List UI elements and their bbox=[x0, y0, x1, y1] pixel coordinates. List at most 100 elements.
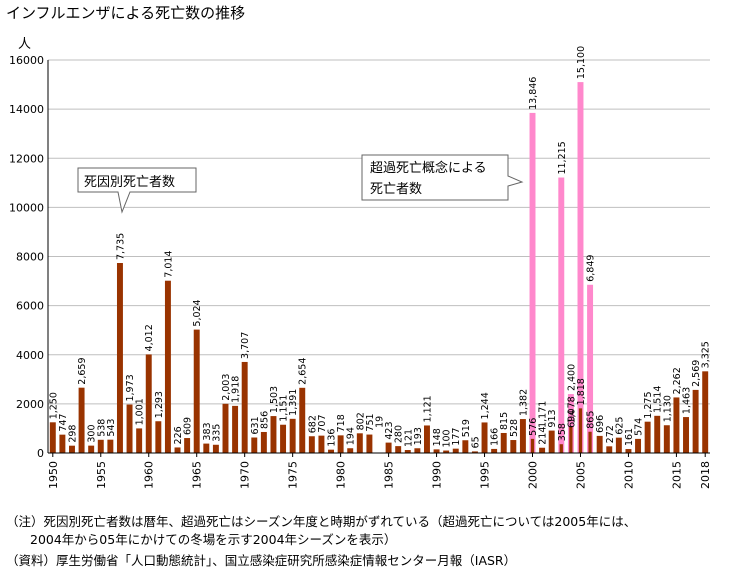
data-label: 194 bbox=[346, 427, 357, 445]
data-label: 161 bbox=[624, 428, 635, 446]
data-label: 1,918 bbox=[231, 376, 242, 403]
excess-bar bbox=[558, 177, 565, 453]
callout-excess-line2: 死亡者数 bbox=[370, 182, 422, 197]
y-tick-label: 16000 bbox=[9, 54, 44, 67]
cause-bar bbox=[193, 329, 200, 453]
cause-bar bbox=[347, 448, 354, 453]
data-label: 2,569 bbox=[691, 360, 702, 387]
data-label: 631 bbox=[250, 416, 261, 434]
cause-bar bbox=[491, 448, 498, 453]
data-label: 358 bbox=[557, 423, 568, 441]
cause-bar bbox=[155, 421, 162, 453]
x-tick-label: 1950 bbox=[47, 461, 60, 489]
cause-bar bbox=[569, 426, 573, 453]
cause-bar bbox=[462, 440, 469, 453]
data-label: 226 bbox=[173, 426, 184, 444]
data-label: 682 bbox=[307, 415, 318, 433]
x-tick-label: 2010 bbox=[622, 461, 635, 489]
data-label: 694 bbox=[566, 410, 577, 428]
cause-bar bbox=[270, 416, 277, 453]
cause-bar bbox=[184, 438, 191, 453]
cause-bar bbox=[49, 422, 56, 453]
data-label: 193 bbox=[413, 427, 424, 445]
cause-bar bbox=[289, 418, 296, 453]
data-label: 1,078 bbox=[566, 396, 577, 423]
data-label: 383 bbox=[202, 422, 213, 440]
data-label: 177 bbox=[451, 428, 462, 446]
data-label: 1,001 bbox=[135, 398, 146, 425]
x-tick-label: 2018 bbox=[699, 461, 712, 489]
data-label: 815 bbox=[499, 412, 510, 430]
data-label: 1,293 bbox=[154, 391, 165, 418]
cause-bar bbox=[663, 425, 670, 453]
data-label: 696 bbox=[595, 415, 606, 433]
cause-bar bbox=[692, 389, 699, 453]
data-label: 1,250 bbox=[48, 392, 59, 419]
data-label: 15,100 bbox=[576, 46, 587, 79]
x-tick-label: 2000 bbox=[527, 461, 540, 489]
data-label: 625 bbox=[614, 417, 625, 435]
excess-bar bbox=[587, 284, 594, 453]
data-label: 280 bbox=[394, 425, 405, 443]
data-label: 538 bbox=[96, 419, 107, 437]
data-label: 1,818 bbox=[576, 378, 587, 405]
x-tick-label: 1995 bbox=[479, 461, 492, 489]
cause-bar bbox=[241, 361, 248, 453]
cause-bar bbox=[260, 431, 267, 453]
data-label: 3,707 bbox=[240, 332, 251, 359]
cause-bar bbox=[164, 280, 171, 453]
cause-bar bbox=[308, 436, 315, 453]
data-label: 609 bbox=[183, 417, 194, 435]
y-tick-label: 2000 bbox=[16, 398, 44, 411]
data-label: 2,400 bbox=[566, 364, 577, 391]
data-label: 2,003 bbox=[221, 374, 232, 401]
cause-bar bbox=[356, 433, 363, 453]
cause-bar bbox=[539, 447, 546, 453]
excess-bar bbox=[529, 112, 536, 453]
cause-bar bbox=[530, 438, 535, 453]
data-label: 913 bbox=[547, 409, 558, 427]
data-label: 148 bbox=[432, 428, 443, 446]
cause-bar bbox=[683, 417, 689, 453]
cause-bar bbox=[673, 397, 680, 453]
x-axis-ticks: 1950 1955 1960 1965 1970 1975 1980 1985 1990 1995… bbox=[47, 453, 712, 489]
cause-bar bbox=[126, 404, 133, 453]
x-tick-label: 2005 bbox=[574, 461, 587, 489]
x-tick-label: 1990 bbox=[431, 461, 444, 489]
cause-bar bbox=[596, 435, 603, 453]
cause-bar bbox=[578, 408, 583, 453]
data-label: 1,151 bbox=[279, 395, 290, 422]
cause-bar bbox=[337, 435, 344, 453]
cause-bar bbox=[203, 443, 210, 453]
cause-bar bbox=[625, 449, 632, 453]
cause-bar bbox=[78, 387, 85, 453]
y-tick-label: 0 bbox=[37, 447, 44, 460]
y-axis-ticks: 0 2000 4000 6000 8000 10000 12000 14000 16000 bbox=[9, 54, 44, 460]
data-label: 6,849 bbox=[586, 255, 597, 282]
data-label: 166 bbox=[490, 428, 501, 446]
cause-bar bbox=[280, 424, 287, 453]
data-label: 300 bbox=[87, 424, 98, 442]
grid-lines bbox=[48, 59, 710, 405]
data-label: 214 bbox=[538, 427, 549, 445]
data-label: 19 bbox=[375, 416, 386, 428]
cause-bar bbox=[404, 450, 411, 453]
x-tick-label: 1960 bbox=[143, 461, 156, 489]
cause-bar bbox=[519, 419, 526, 453]
data-label: 3,325 bbox=[701, 341, 712, 368]
cause-bar bbox=[88, 445, 95, 453]
data-label: 543 bbox=[106, 419, 117, 437]
data-label: 1,391 bbox=[288, 389, 299, 416]
cause-bar bbox=[222, 403, 229, 453]
x-tick-label: 1985 bbox=[383, 461, 396, 489]
cause-bar bbox=[471, 451, 478, 453]
data-label: 802 bbox=[355, 412, 366, 430]
cause-bar bbox=[299, 387, 306, 453]
x-tick-label: 2015 bbox=[670, 461, 683, 489]
cause-bar bbox=[395, 446, 402, 453]
data-label: 751 bbox=[365, 413, 376, 431]
cause-bar bbox=[443, 450, 450, 453]
data-label: 574 bbox=[634, 418, 645, 436]
